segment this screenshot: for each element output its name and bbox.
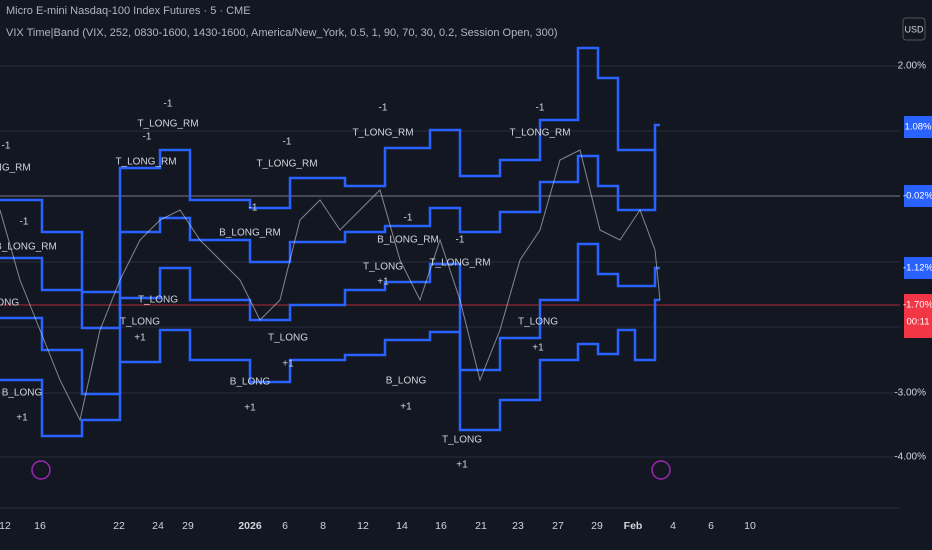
x-tick-label: 23 bbox=[512, 520, 524, 532]
price-badge-label: -1.70% bbox=[903, 300, 932, 311]
event-icon[interactable] bbox=[31, 460, 51, 480]
price-badge-label: 1.08% bbox=[905, 122, 932, 133]
signal-label: -1 bbox=[379, 103, 388, 114]
signal-label: T_LONG_RM bbox=[115, 157, 176, 168]
signal-label: -1 bbox=[2, 141, 11, 152]
price-badge bbox=[904, 116, 932, 138]
signal-label: -1 bbox=[536, 103, 545, 114]
x-tick-label: 2026 bbox=[238, 520, 262, 532]
y-axis: 2.00% -3.00% -4.00% 1.08% -0.02% -1.12% -1.70%… bbox=[894, 61, 932, 463]
signal-label: B_LONG_RM bbox=[219, 228, 281, 239]
signal-label: -1 bbox=[143, 132, 152, 143]
signal-label: +1 bbox=[134, 333, 146, 344]
currency-button[interactable] bbox=[902, 17, 926, 41]
signal-label: T_LONG bbox=[363, 262, 403, 273]
signal-label: T_LONG bbox=[120, 317, 160, 328]
x-tick-label: 24 bbox=[152, 520, 164, 532]
x-tick-label: 22 bbox=[113, 520, 125, 532]
signal-label: -1 bbox=[404, 213, 413, 224]
y-tick-label: -4.00% bbox=[894, 452, 926, 463]
signal-label: +1 bbox=[16, 413, 28, 424]
signal-label: -1 bbox=[164, 99, 173, 110]
signal-label: -1 bbox=[20, 217, 29, 228]
signal-label: T_LONG_RM bbox=[137, 119, 198, 130]
signal-label: +1 bbox=[456, 460, 468, 471]
price-badge bbox=[904, 257, 932, 279]
x-tick-label: 10 bbox=[744, 520, 756, 532]
signal-label: +1 bbox=[244, 403, 256, 414]
signal-label: B_LONG bbox=[230, 377, 271, 388]
signal-label: -1 bbox=[283, 137, 292, 148]
signal-label: T_LONG_RM bbox=[352, 128, 413, 139]
signal-label: B_LONG bbox=[2, 388, 43, 399]
x-tick-label: 14 bbox=[396, 520, 408, 532]
signal-label: B_LONG_RM bbox=[377, 235, 439, 246]
signal-label: B_LONG_RM bbox=[0, 242, 57, 253]
signal-label: -1 bbox=[456, 235, 465, 246]
x-tick-label: 27 bbox=[552, 520, 564, 532]
x-tick-label: 6 bbox=[282, 520, 288, 532]
x-tick-label: 6 bbox=[708, 520, 714, 532]
price-badge bbox=[904, 185, 932, 207]
annotations: -1 T_LONG_RM -1 T_LONG_RM -1 T_LONG_RM -1 T_LON… bbox=[0, 99, 571, 471]
signal-label: +1 bbox=[377, 277, 389, 288]
signal-label: B_LONG bbox=[386, 376, 427, 387]
y-tick-label: -3.00% bbox=[894, 388, 926, 399]
signal-label: -1 bbox=[249, 203, 258, 214]
price-badge bbox=[904, 294, 932, 338]
currency[interactable]: USD bbox=[904, 24, 924, 34]
x-tick-label: 16 bbox=[435, 520, 447, 532]
price-trace bbox=[0, 149, 661, 422]
x-tick-label: 29 bbox=[591, 520, 603, 532]
signal-label: T_LONG_RM bbox=[256, 159, 317, 170]
x-tick-label: 29 bbox=[182, 520, 194, 532]
signal-label: T_LONG bbox=[442, 435, 482, 446]
x-tick-label: 16 bbox=[34, 520, 46, 532]
x-tick-label: 8 bbox=[320, 520, 326, 532]
x-tick-label: Feb bbox=[624, 520, 643, 532]
signal-label: T_LONG bbox=[138, 295, 178, 306]
event-icon[interactable] bbox=[651, 460, 671, 480]
x-tick-label: 12 bbox=[0, 520, 11, 532]
band-lines bbox=[0, 46, 660, 438]
symbol-title: Micro E-mini Nasdaq-100 Index Futures · … bbox=[6, 5, 251, 17]
x-axis: 12 16 22 24 29 2026 6 8 12 14 16 21 23 27 29 Feb 4 6 10 bbox=[0, 520, 756, 532]
countdown: 00:11 bbox=[906, 317, 929, 328]
x-tick-label: 12 bbox=[357, 520, 369, 532]
signal-label: LONG_RM bbox=[0, 163, 31, 174]
signal-label: +1 bbox=[282, 359, 294, 370]
signal-label: T_LONG bbox=[518, 317, 558, 328]
x-tick-label: 21 bbox=[475, 520, 487, 532]
price-badge-label: -1.12% bbox=[903, 263, 932, 274]
y-tick-label: 2.00% bbox=[898, 61, 926, 72]
signal-label: LONG bbox=[0, 298, 19, 309]
signal-label: T_LONG bbox=[268, 333, 308, 344]
price-badge-label: -0.02% bbox=[903, 191, 932, 202]
signal-label: +1 bbox=[532, 343, 544, 354]
indicator-title: VIX Time|Band (VIX, 252, 0830-1600, 1430… bbox=[6, 27, 558, 39]
signal-label: T_LONG_RM bbox=[509, 128, 570, 139]
x-tick-label: 4 bbox=[670, 520, 676, 532]
signal-label: T_LONG_RM bbox=[429, 258, 490, 269]
signal-label: +1 bbox=[400, 402, 412, 413]
